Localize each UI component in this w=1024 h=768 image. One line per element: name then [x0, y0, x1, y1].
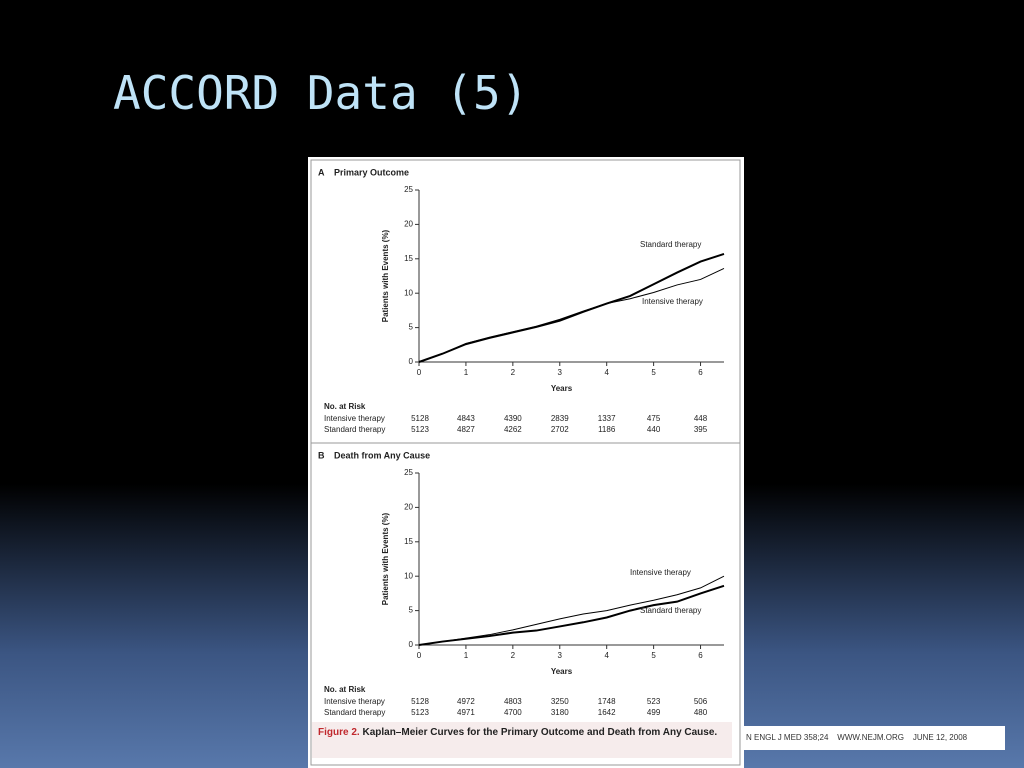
caption-text: Kaplan–Meier Curves for the Primary Outc…	[362, 727, 718, 738]
panel-title: Death from Any Cause	[334, 450, 430, 460]
risk-table-title: No. at Risk	[324, 402, 366, 411]
risk-count: 3180	[551, 708, 569, 717]
y-tick-label: 25	[404, 185, 413, 194]
x-tick-label: 3	[558, 651, 563, 660]
series-label: Standard therapy	[640, 240, 701, 249]
y-tick-label: 15	[404, 537, 413, 546]
risk-count: 395	[694, 425, 708, 434]
y-tick-label: 5	[409, 606, 414, 615]
risk-count: 5128	[411, 697, 429, 706]
caption: Figure 2. Kaplan–Meier Curves for the Pr…	[312, 722, 732, 758]
x-tick-label: 4	[604, 651, 609, 660]
risk-count: 3250	[551, 697, 569, 706]
risk-count: 4700	[504, 708, 522, 717]
risk-count: 4827	[457, 425, 475, 434]
risk-row-label: Standard therapy	[324, 708, 385, 717]
risk-count: 5123	[411, 425, 429, 434]
risk-count: 523	[647, 697, 661, 706]
x-tick-label: 6	[698, 368, 703, 377]
series-label: Intensive therapy	[630, 568, 691, 577]
risk-table-title: No. at Risk	[324, 685, 366, 694]
risk-count: 2839	[551, 414, 569, 423]
risk-row-label: Intensive therapy	[324, 414, 385, 423]
x-tick-label: 0	[417, 651, 422, 660]
y-tick-label: 15	[404, 254, 413, 263]
y-tick-label: 0	[409, 640, 414, 649]
caption-label: Figure 2.	[318, 727, 360, 738]
risk-count: 1642	[598, 708, 616, 717]
risk-count: 440	[647, 425, 661, 434]
risk-count: 2702	[551, 425, 569, 434]
km-curve	[418, 253, 725, 363]
x-tick-label: 1	[464, 651, 469, 660]
y-tick-label: 5	[409, 323, 414, 332]
y-tick-label: 10	[404, 571, 413, 580]
x-tick-label: 5	[651, 368, 656, 377]
y-tick-label: 0	[409, 357, 414, 366]
risk-count: 499	[647, 708, 661, 717]
x-axis-label: Years	[551, 384, 573, 393]
x-tick-label: 5	[651, 651, 656, 660]
series-label: Intensive therapy	[642, 297, 703, 306]
risk-count: 475	[647, 414, 661, 423]
y-tick-label: 20	[404, 220, 413, 229]
series-label: Standard therapy	[640, 606, 701, 615]
x-tick-label: 3	[558, 368, 563, 377]
figure-bg	[308, 157, 744, 768]
risk-count: 4262	[504, 425, 522, 434]
risk-count: 4803	[504, 697, 522, 706]
panel-letter: B	[318, 450, 325, 460]
x-tick-label: 0	[417, 368, 422, 377]
figure-border	[310, 159, 741, 766]
x-tick-label: 6	[698, 651, 703, 660]
risk-count: 480	[694, 708, 708, 717]
x-tick-label: 2	[511, 368, 516, 377]
risk-count: 1186	[598, 425, 616, 434]
risk-count: 5123	[411, 708, 429, 717]
journal-footer: N ENGL J MED 358;24 WWW.NEJM.ORG JUNE 12…	[743, 726, 1005, 750]
y-tick-label: 20	[404, 503, 413, 512]
risk-count: 1748	[598, 697, 616, 706]
slide-title: ACCORD Data (5)	[113, 66, 529, 120]
risk-count: 4972	[457, 697, 475, 706]
x-axis-label: Years	[551, 667, 573, 676]
x-tick-label: 2	[511, 651, 516, 660]
panel-letter: A	[318, 167, 325, 177]
risk-count: 4843	[457, 414, 475, 423]
panel-title: Primary Outcome	[334, 167, 409, 177]
risk-count: 4971	[457, 708, 475, 717]
risk-row-label: Intensive therapy	[324, 697, 385, 706]
risk-row-label: Standard therapy	[324, 425, 385, 434]
y-axis-label: Patients with Events (%)	[381, 512, 390, 605]
risk-count: 4390	[504, 414, 522, 423]
risk-count: 5128	[411, 414, 429, 423]
km-curve	[418, 584, 725, 646]
y-axis-label: Patients with Events (%)	[381, 229, 390, 322]
risk-count: 506	[694, 697, 708, 706]
y-tick-label: 10	[404, 288, 413, 297]
km-curve	[418, 267, 725, 363]
risk-count: 1337	[598, 414, 616, 423]
x-tick-label: 1	[464, 368, 469, 377]
risk-count: 448	[694, 414, 708, 423]
x-tick-label: 4	[604, 368, 609, 377]
y-tick-label: 25	[404, 468, 413, 477]
